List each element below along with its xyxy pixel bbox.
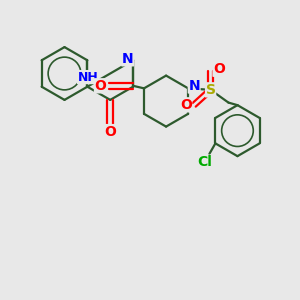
Text: N: N	[122, 52, 134, 66]
Text: O: O	[180, 98, 192, 112]
Text: N: N	[188, 79, 200, 93]
Text: O: O	[104, 124, 116, 139]
Text: S: S	[206, 83, 216, 97]
Text: Cl: Cl	[197, 155, 212, 169]
Text: NH: NH	[78, 70, 98, 84]
Text: O: O	[94, 79, 106, 93]
Text: O: O	[213, 62, 225, 76]
